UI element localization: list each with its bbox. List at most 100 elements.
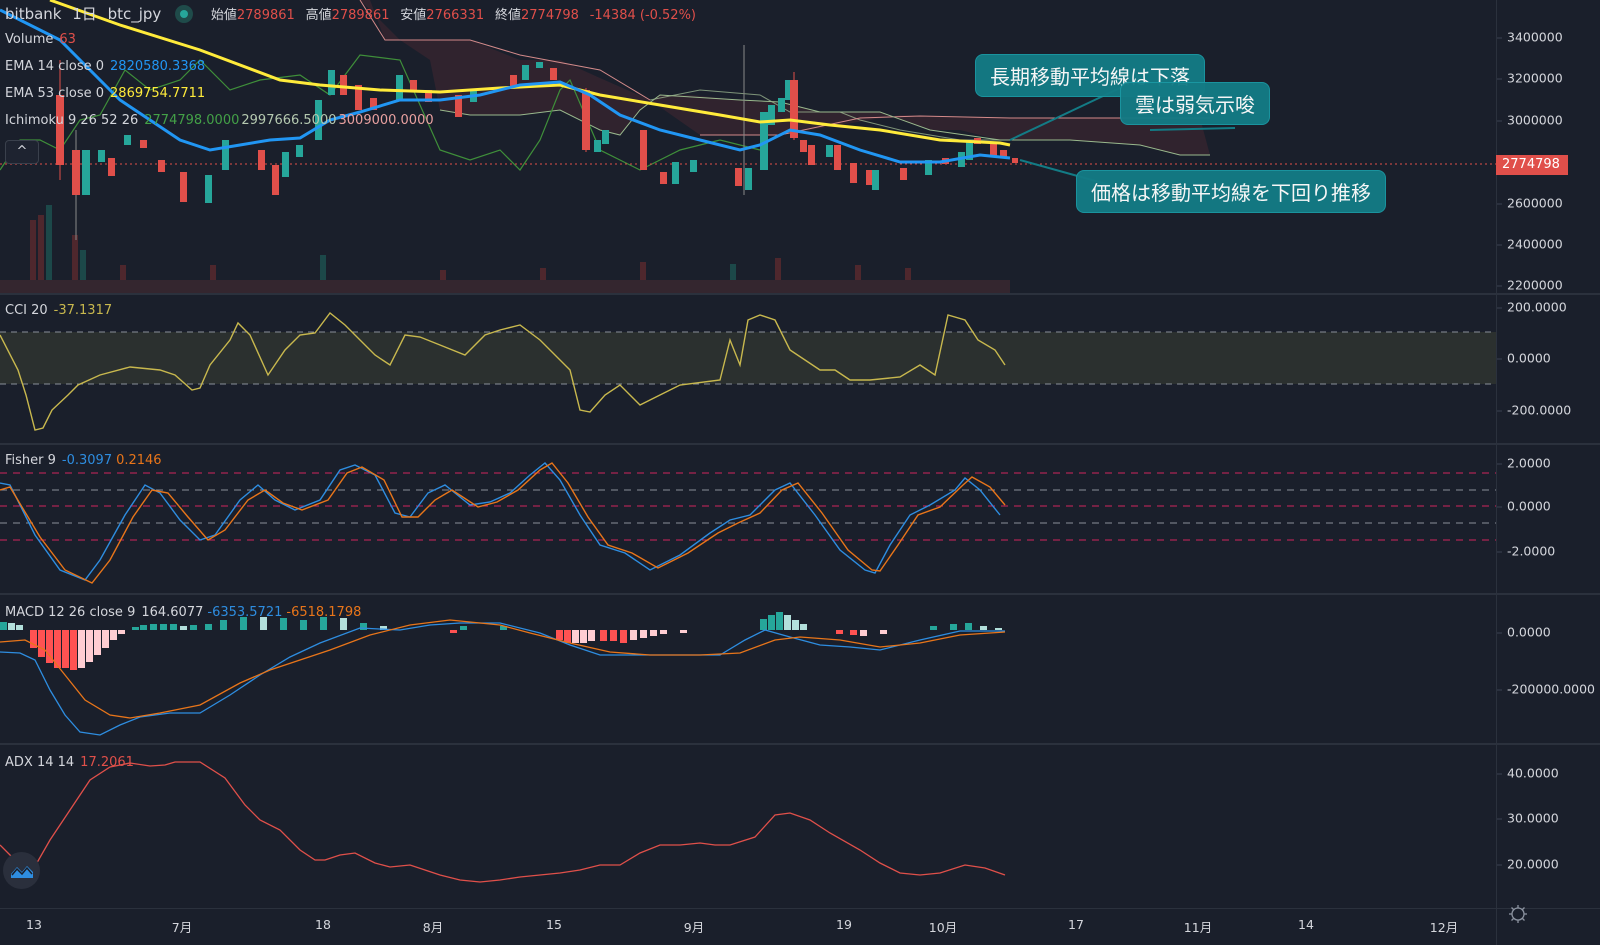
- ohlc-close-label: 終値: [494, 8, 521, 23]
- fisher-pane[interactable]: Fisher 9 -0.3097 0.2146 2.0000 0.0000 -2.0…: [0, 445, 1600, 593]
- volume-legend[interactable]: Volume 63: [5, 32, 82, 47]
- price-pane[interactable]: bitbank 1日 btc_jpy 始値2789861 高値2789861 安…: [0, 0, 1600, 293]
- cci-legend-value: -37.1317: [53, 303, 113, 318]
- adx-legend-label: ADX 14 14: [5, 755, 75, 770]
- time-tick: 11月: [1183, 920, 1213, 935]
- volume-legend-label: Volume: [5, 32, 54, 47]
- time-tick: 19: [836, 917, 852, 932]
- collapse-legend-button[interactable]: ^: [5, 140, 39, 164]
- fisher-legend[interactable]: Fisher 9 -0.3097 0.2146: [5, 453, 168, 468]
- macd-pane[interactable]: MACD 12 26 close 9 164.6077 -6353.5721 -651…: [0, 595, 1600, 743]
- macd-legend[interactable]: MACD 12 26 close 9 164.6077 -6353.5721 -651…: [5, 605, 367, 620]
- candles: [56, 45, 1018, 240]
- ohlc-open: 2789861: [236, 8, 295, 23]
- time-tick: 7月: [171, 920, 193, 935]
- time-tick: 14: [1298, 917, 1314, 932]
- interval-label[interactable]: 1日: [72, 5, 97, 23]
- macd-axis[interactable]: 0.0000 -200000.0000: [1496, 595, 1600, 743]
- ema53-legend-label: EMA 53 close 0: [5, 86, 105, 101]
- time-tick: 15: [546, 917, 562, 932]
- pane-separator[interactable]: [0, 293, 1600, 295]
- adx-tick: 30.0000: [1497, 810, 1559, 826]
- fisher-axis[interactable]: 2.0000 0.0000 -2.0000: [1496, 445, 1600, 593]
- price-tick: 2400000: [1497, 236, 1563, 252]
- ema14-legend-value: 2820580.3368: [110, 59, 206, 74]
- price-chart-svg: [0, 0, 1496, 293]
- price-tick: 3400000: [1497, 29, 1563, 45]
- gear-icon: [1509, 905, 1527, 923]
- cci-legend-label: CCI 20: [5, 303, 48, 318]
- ema14-legend-label: EMA 14 close 0: [5, 59, 105, 74]
- cci-axis[interactable]: 200.0000 0.0000 -200.0000: [1496, 295, 1600, 443]
- macd-plot[interactable]: MACD 12 26 close 9 164.6077 -6353.5721 -651…: [0, 595, 1496, 743]
- fisher-plot[interactable]: Fisher 9 -0.3097 0.2146: [0, 445, 1496, 593]
- price-plot[interactable]: bitbank 1日 btc_jpy 始値2789861 高値2789861 安…: [0, 0, 1496, 293]
- macd-legend-label: MACD 12 26 close 9: [5, 605, 136, 620]
- price-axis[interactable]: 3400000 3200000 3000000 2600000 2400000 …: [1496, 0, 1600, 293]
- price-tick: 2200000: [1497, 277, 1563, 293]
- adx-axis[interactable]: 40.0000 30.0000 20.0000: [1496, 745, 1600, 908]
- pane-separator[interactable]: [0, 743, 1600, 745]
- macd-tick: 0.0000: [1497, 624, 1551, 640]
- adx-legend[interactable]: ADX 14 14 17.2061: [5, 755, 140, 770]
- macd-chart-svg: [0, 612, 1006, 736]
- exchange-name: bitbank: [5, 5, 62, 23]
- cci-chart-svg: [0, 312, 1496, 431]
- ohlc-close: 2774798: [521, 8, 579, 23]
- ichimoku-legend-value-3: 3009000.0000: [338, 113, 434, 128]
- cci-tick: -200.0000: [1496, 402, 1572, 418]
- ichimoku-legend[interactable]: Ichimoku 9 26 52 26 2774798.0000 2997666.5…: [5, 113, 440, 128]
- ohlc-low: 2766331: [426, 8, 485, 23]
- ichimoku-legend-label: Ichimoku 9 26 52 26: [5, 113, 139, 128]
- cci-pane[interactable]: CCI 20 -37.1317 200.0000 0.0000 -200.0000: [0, 295, 1600, 443]
- ichimoku-legend-value-2: 2997666.5000: [241, 113, 337, 128]
- last-price-label: 2774798: [1496, 155, 1568, 175]
- tradingview-logo-button[interactable]: [3, 852, 40, 889]
- ichimoku-legend-value-1: 2774798.0000: [144, 113, 240, 128]
- fisher-tick: 2.0000: [1497, 455, 1551, 471]
- ohlc-low-label: 安値: [400, 8, 427, 23]
- time-axis[interactable]: 13 7月 18 8月 15 9月 19 10月 17 11月 14 12月: [0, 908, 1600, 945]
- fisher-tick: -2.0000: [1496, 543, 1556, 559]
- time-tick: 18: [315, 917, 331, 932]
- fisher-legend-value-2: 0.2146: [116, 453, 162, 468]
- callout-price-below: 価格は移動平均線を下回り推移: [1076, 170, 1386, 213]
- ema53-legend-value: 2869754.7711: [110, 86, 206, 101]
- cloud-chart-icon: [11, 866, 33, 878]
- time-tick: 8月: [422, 920, 444, 935]
- ohlc-open-label: 始値: [210, 8, 237, 23]
- macd-histogram: [0, 612, 1002, 670]
- cci-plot[interactable]: CCI 20 -37.1317: [0, 295, 1496, 443]
- volume-bars: [0, 205, 1010, 293]
- volume-legend-value: 63: [59, 32, 76, 47]
- time-tick: 9月: [683, 920, 705, 935]
- fisher-chart-svg: [0, 462, 1496, 584]
- ohlc-high-label: 高値: [305, 8, 332, 23]
- time-tick: 12月: [1429, 920, 1459, 935]
- fisher-legend-label: Fisher 9: [5, 453, 56, 468]
- symbol-label[interactable]: btc_jpy: [107, 5, 162, 23]
- cci-tick: 0.0000: [1497, 350, 1551, 366]
- pane-separator[interactable]: [0, 593, 1600, 595]
- price-tick: 3000000: [1497, 112, 1563, 128]
- adx-chart-svg: [0, 761, 1006, 883]
- time-tick: 13: [26, 917, 42, 932]
- ohlc-high: 2789861: [331, 8, 390, 23]
- price-tick: 2600000: [1497, 195, 1563, 211]
- pane-separator[interactable]: [0, 443, 1600, 445]
- adx-plot[interactable]: ADX 14 14 17.2061: [0, 745, 1496, 908]
- adx-pane[interactable]: ADX 14 14 17.2061 40.0000 30.0000 20.0000: [0, 745, 1600, 908]
- callout-cloud: 雲は弱気示唆: [1120, 82, 1270, 125]
- cci-legend[interactable]: CCI 20 -37.1317: [5, 303, 118, 318]
- chart-settings-button[interactable]: [1508, 904, 1528, 924]
- ema14-legend[interactable]: EMA 14 close 0 2820580.3368: [5, 59, 211, 74]
- market-status-dot-icon: [180, 10, 189, 18]
- ema53-legend[interactable]: EMA 53 close 0 2869754.7711: [5, 86, 211, 101]
- macd-legend-hist: 164.6077: [141, 605, 204, 620]
- adx-tick: 20.0000: [1497, 856, 1559, 872]
- adx-tick: 40.0000: [1497, 765, 1559, 781]
- adx-legend-value: 17.2061: [80, 755, 134, 770]
- fisher-tick: 0.0000: [1497, 498, 1551, 514]
- macd-legend-macd: -6353.5721: [207, 605, 283, 620]
- cci-tick: 200.0000: [1497, 299, 1567, 315]
